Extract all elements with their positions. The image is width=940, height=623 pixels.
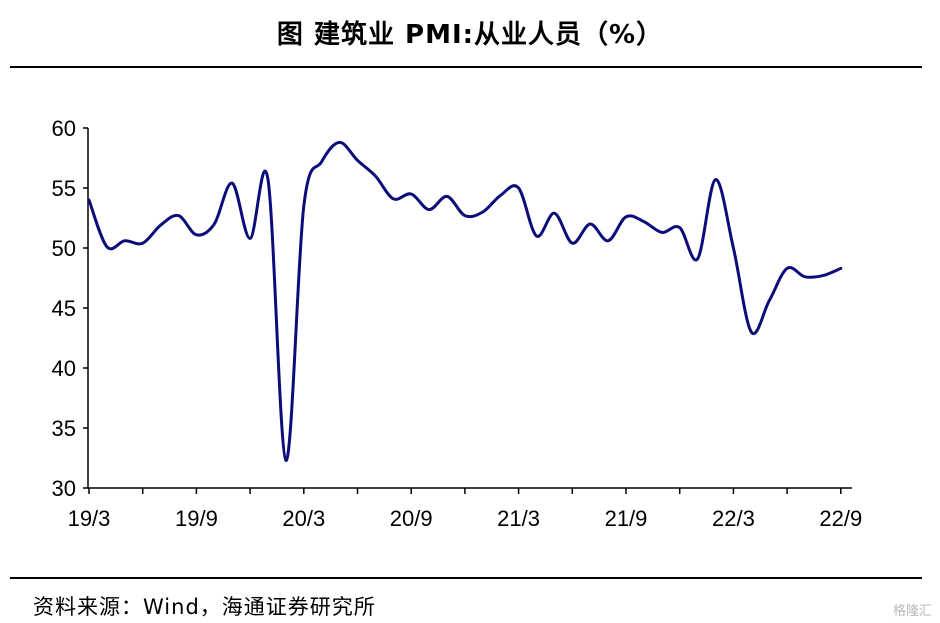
y-tick-label: 45: [52, 296, 76, 321]
x-tick-label: 19/3: [68, 506, 111, 531]
source-note: 资料来源：Wind，海通证券研究所: [33, 595, 376, 619]
x-tick-label: 20/9: [390, 506, 433, 531]
chart-title: 图 建筑业 PMI:从业人员（%）: [276, 20, 664, 50]
x-tick-label: 21/3: [497, 506, 540, 531]
y-tick-label: 55: [52, 176, 76, 201]
y-tick-label: 60: [52, 116, 76, 141]
top-rule: [10, 66, 922, 68]
watermark: 格隆汇: [892, 604, 932, 619]
y-tick-label: 40: [52, 356, 76, 381]
bottom-rule: [10, 577, 922, 579]
x-tick-label: 20/3: [282, 506, 325, 531]
x-tick-label: 21/9: [605, 506, 648, 531]
series-line: [87, 140, 843, 462]
x-tick-label: 22/9: [819, 506, 862, 531]
y-tick-label: 35: [52, 416, 76, 441]
x-tick-label: 19/9: [175, 506, 218, 531]
y-tick-label: 30: [52, 476, 76, 501]
y-tick-label: 50: [52, 236, 76, 261]
x-tick-label: 22/3: [712, 506, 755, 531]
